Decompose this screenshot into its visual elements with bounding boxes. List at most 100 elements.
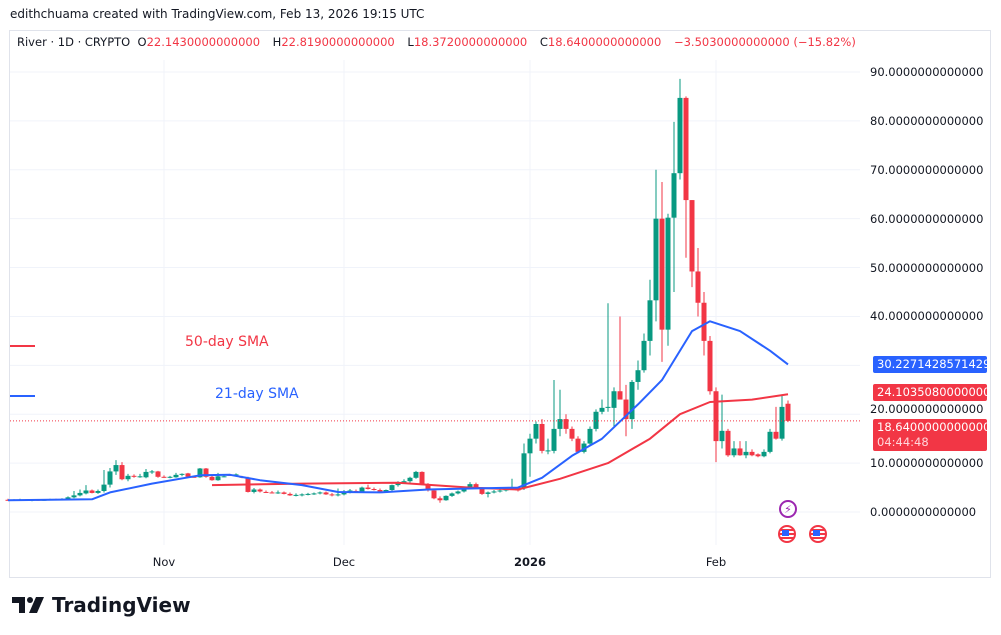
sma50-label: 50-day SMA [185, 334, 269, 350]
candle-body [113, 465, 119, 472]
sma21-line [7, 320, 789, 502]
candle-body [143, 471, 149, 478]
candle-body [695, 271, 701, 303]
ohlc-legend: River · 1D · CRYPTO O22.1430000000000 H2… [17, 35, 865, 49]
low-value: 18.3720000000000 [413, 35, 528, 49]
candle-down [569, 426, 575, 442]
candle-up [299, 493, 305, 497]
candle-down [725, 428, 731, 457]
candle-body [71, 495, 77, 498]
candle-body [275, 492, 281, 494]
candle-down [287, 492, 293, 496]
candle-body [491, 491, 497, 493]
candle-body [137, 476, 143, 478]
candle-body [689, 200, 695, 272]
candle-body [581, 443, 587, 452]
candle-up [293, 493, 299, 497]
candle-up [719, 394, 725, 449]
candle-body [497, 490, 503, 492]
candle-up [173, 472, 179, 478]
candle-body [719, 430, 725, 442]
candle-up [317, 491, 323, 495]
candle-up [743, 441, 749, 459]
candle-down [539, 419, 545, 454]
candle-body [203, 468, 209, 477]
candle-body [431, 490, 437, 499]
us-flag-event-icon[interactable] [809, 525, 827, 543]
candle-down [257, 488, 263, 493]
candle-down [131, 474, 137, 478]
lightning-event-icon[interactable]: ⚡ [779, 500, 797, 518]
sma21-label: 21-day SMA [215, 386, 299, 402]
candle-body [629, 381, 635, 420]
candle-down [323, 491, 329, 495]
candle-down [749, 449, 755, 457]
candle-body [233, 474, 239, 476]
candle-body [317, 492, 323, 494]
us-flag-event-icon[interactable] [778, 525, 796, 543]
candle-up [731, 441, 737, 458]
candle-down [119, 462, 125, 481]
candle-body [167, 476, 173, 478]
candle-body [311, 493, 317, 495]
candle-body [599, 407, 605, 412]
candle-body [101, 484, 107, 491]
symbol-info[interactable]: River · 1D · CRYPTO [17, 35, 131, 49]
candle-body [107, 471, 113, 485]
candle-up [179, 473, 185, 477]
candle-body [761, 451, 767, 457]
candle-up [653, 169, 659, 322]
candle-up [143, 468, 149, 479]
candle-body [215, 476, 221, 481]
candle-body [89, 490, 95, 493]
candle-down [431, 489, 437, 500]
candle-body [611, 391, 617, 408]
candle-body [371, 489, 377, 491]
candle-down [689, 200, 695, 288]
candle-down [695, 247, 701, 317]
candle-body [785, 403, 791, 421]
candle-body [155, 471, 161, 477]
high-value: 22.8190000000000 [281, 35, 395, 49]
candle-up [665, 213, 671, 346]
high-key: H [272, 35, 282, 49]
candle-down [683, 96, 689, 258]
candle-down [737, 441, 743, 456]
candle-down [713, 387, 719, 463]
candle-body [395, 482, 401, 486]
candle-up [251, 488, 257, 494]
candle-body [83, 490, 89, 494]
candle-body [131, 475, 137, 477]
candle-body [659, 218, 665, 330]
candle-down [575, 436, 581, 454]
candle-down [161, 475, 167, 478]
candle-up [149, 469, 155, 474]
candle-up [101, 469, 107, 493]
candle-up [449, 492, 455, 497]
candle-down [563, 414, 569, 434]
candle-up [761, 449, 767, 458]
candle-up [671, 121, 677, 292]
candle-down [89, 489, 95, 494]
candle-body [341, 491, 347, 495]
candle-body [305, 493, 311, 495]
candle-up [611, 387, 617, 427]
candle-up [641, 333, 647, 373]
candle-body [773, 431, 779, 439]
candle-up [551, 379, 557, 454]
price-axis-label: 20.0000000000000 [870, 402, 984, 416]
price-axis-label: 90.0000000000000 [870, 64, 984, 79]
candle-up [629, 379, 635, 429]
candle-body [425, 484, 431, 491]
candle-body [575, 438, 581, 452]
candle-body [77, 492, 83, 496]
candle-body [635, 370, 641, 382]
candle-up [305, 492, 311, 496]
candle-body [701, 302, 707, 341]
sma50-price-tag: 24.1035080000000 [873, 384, 990, 401]
tradingview-logo[interactable]: TradingView [12, 593, 191, 617]
candle-up [113, 460, 119, 475]
candle-up [389, 484, 395, 491]
candle-body [263, 491, 269, 493]
